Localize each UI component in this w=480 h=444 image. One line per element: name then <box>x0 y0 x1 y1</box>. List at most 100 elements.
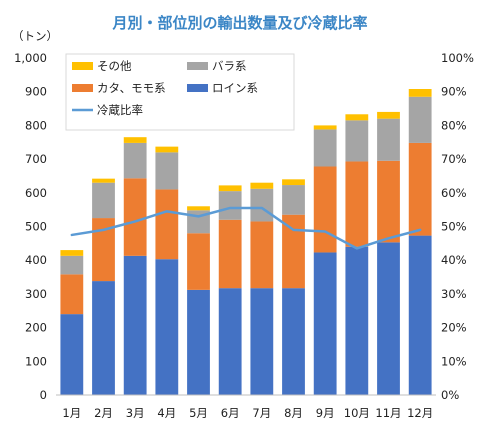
x-tick-label: 3月 <box>126 406 145 420</box>
y2-tick-label: 30% <box>441 287 467 301</box>
bar-segment-series3-3 <box>123 137 147 143</box>
x-tick-label: 5月 <box>189 406 208 420</box>
bar-segment-series0-7 <box>250 288 274 395</box>
bar-segment-series0-3 <box>123 255 147 395</box>
bar-segment-series1-1 <box>60 274 84 315</box>
legend-swatch <box>72 84 93 92</box>
legend-label: その他 <box>97 59 132 73</box>
bar-segment-series0-1 <box>60 314 84 395</box>
y-tick-label: 300 <box>25 287 47 301</box>
y2-tick-label: 70% <box>441 152 467 166</box>
bar-segment-series2-12 <box>408 96 432 143</box>
bar-segment-series0-4 <box>155 259 179 395</box>
x-tick-label: 7月 <box>252 406 271 420</box>
bar-segment-series3-10 <box>345 114 369 121</box>
bar-segment-series2-9 <box>313 129 337 167</box>
y-tick-label: 100 <box>25 354 47 368</box>
x-tick-label: 12月 <box>407 406 433 420</box>
bar-segment-series1-12 <box>408 142 432 236</box>
y-tick-label: 600 <box>25 186 47 200</box>
bar-segment-series0-6 <box>218 288 242 395</box>
bar-segment-series1-4 <box>155 189 179 260</box>
chart-title: 月別・部位別の輸出数量及び冷蔵比率 <box>111 14 367 32</box>
bar-segment-series1-11 <box>377 160 400 243</box>
bar-segment-series2-1 <box>60 255 84 275</box>
y-tick-label: 900 <box>25 85 47 99</box>
bar-segment-series1-6 <box>218 219 242 289</box>
bar-segment-series0-5 <box>187 289 210 395</box>
bar-segment-series1-8 <box>282 214 305 289</box>
ratio-line <box>70 206 422 250</box>
y2-tick-label: 80% <box>441 118 467 132</box>
x-tick-label: 10月 <box>344 406 370 420</box>
y2-tick-label: 100% <box>441 51 474 65</box>
bars-group <box>60 89 432 395</box>
y2-tick-label: 90% <box>441 85 467 99</box>
bar-segment-series2-6 <box>218 191 242 220</box>
x-tick-label: 2月 <box>94 406 113 420</box>
y-tick-label: 0 <box>40 388 47 402</box>
bar-segment-series2-10 <box>345 120 369 162</box>
bar-segment-series1-9 <box>313 166 337 253</box>
y2-tick-label: 50% <box>441 220 467 234</box>
y2-tick-label: 60% <box>441 186 467 200</box>
ratio-line-group <box>70 206 422 250</box>
x-tick-label: 6月 <box>221 406 240 420</box>
x-tick-label: 4月 <box>157 406 176 420</box>
legend-label: カタ、モモ系 <box>97 81 166 95</box>
bar-segment-series3-6 <box>218 185 242 192</box>
y2-tick-label: 40% <box>441 253 467 267</box>
legend-box <box>65 53 295 131</box>
bar-segment-series3-7 <box>250 182 274 189</box>
bar-segment-series1-2 <box>92 218 115 282</box>
bar-segment-series2-3 <box>123 142 147 179</box>
bar-segment-series1-10 <box>345 161 369 247</box>
bar-segment-series3-4 <box>155 146 179 153</box>
bar-segment-series3-12 <box>408 89 432 97</box>
legend-label: 冷蔵比率 <box>97 103 143 117</box>
bar-segment-series0-10 <box>345 246 369 395</box>
bar-segment-series1-5 <box>187 233 210 290</box>
bar-segment-series3-8 <box>282 179 305 186</box>
y-tick-label: 500 <box>25 220 47 234</box>
bar-segment-series2-7 <box>250 188 274 222</box>
bar-segment-series3-2 <box>92 178 115 183</box>
y-tick-label: 200 <box>25 321 47 335</box>
x-tick-label: 9月 <box>316 406 335 420</box>
legend-swatch <box>187 84 208 92</box>
x-tick-label: 11月 <box>375 406 401 420</box>
legend-label: ロイン系 <box>212 81 258 95</box>
bar-segment-series3-9 <box>313 125 337 130</box>
x-tick-label: 1月 <box>62 406 81 420</box>
bar-segment-series2-2 <box>92 182 115 219</box>
bar-segment-series3-11 <box>377 111 400 119</box>
bar-segment-series0-8 <box>282 288 305 395</box>
bar-segment-series3-1 <box>60 250 84 256</box>
y2-tick-label: 10% <box>441 354 467 368</box>
y-tick-label: 800 <box>25 118 47 132</box>
bar-segment-series1-7 <box>250 221 274 289</box>
legend-swatch <box>72 62 93 70</box>
bar-segment-series1-3 <box>123 178 147 256</box>
bar-segment-series0-12 <box>408 235 432 395</box>
bar-segment-series0-11 <box>377 242 400 395</box>
bar-segment-series2-11 <box>377 118 400 161</box>
bar-segment-series0-2 <box>92 281 115 395</box>
y2-tick-label: 20% <box>441 321 467 335</box>
bar-segment-series3-5 <box>187 206 210 211</box>
legend-label: バラ系 <box>212 59 247 73</box>
bar-segment-series2-4 <box>155 152 179 190</box>
y-axis-unit-label: （トン） <box>12 29 58 43</box>
axes-group: 0 100 200 300 400 500 600 700 800 900 1,000 0% 10% 20… <box>14 51 474 420</box>
legend-swatch <box>187 62 208 70</box>
y-tick-label: 1,000 <box>14 51 47 65</box>
bar-segment-series0-9 <box>313 252 337 395</box>
y-tick-label: 400 <box>25 253 47 267</box>
y2-tick-label: 0% <box>441 388 459 402</box>
y-tick-label: 700 <box>25 152 47 166</box>
bar-segment-series2-8 <box>282 185 305 215</box>
x-tick-label: 8月 <box>284 406 303 420</box>
